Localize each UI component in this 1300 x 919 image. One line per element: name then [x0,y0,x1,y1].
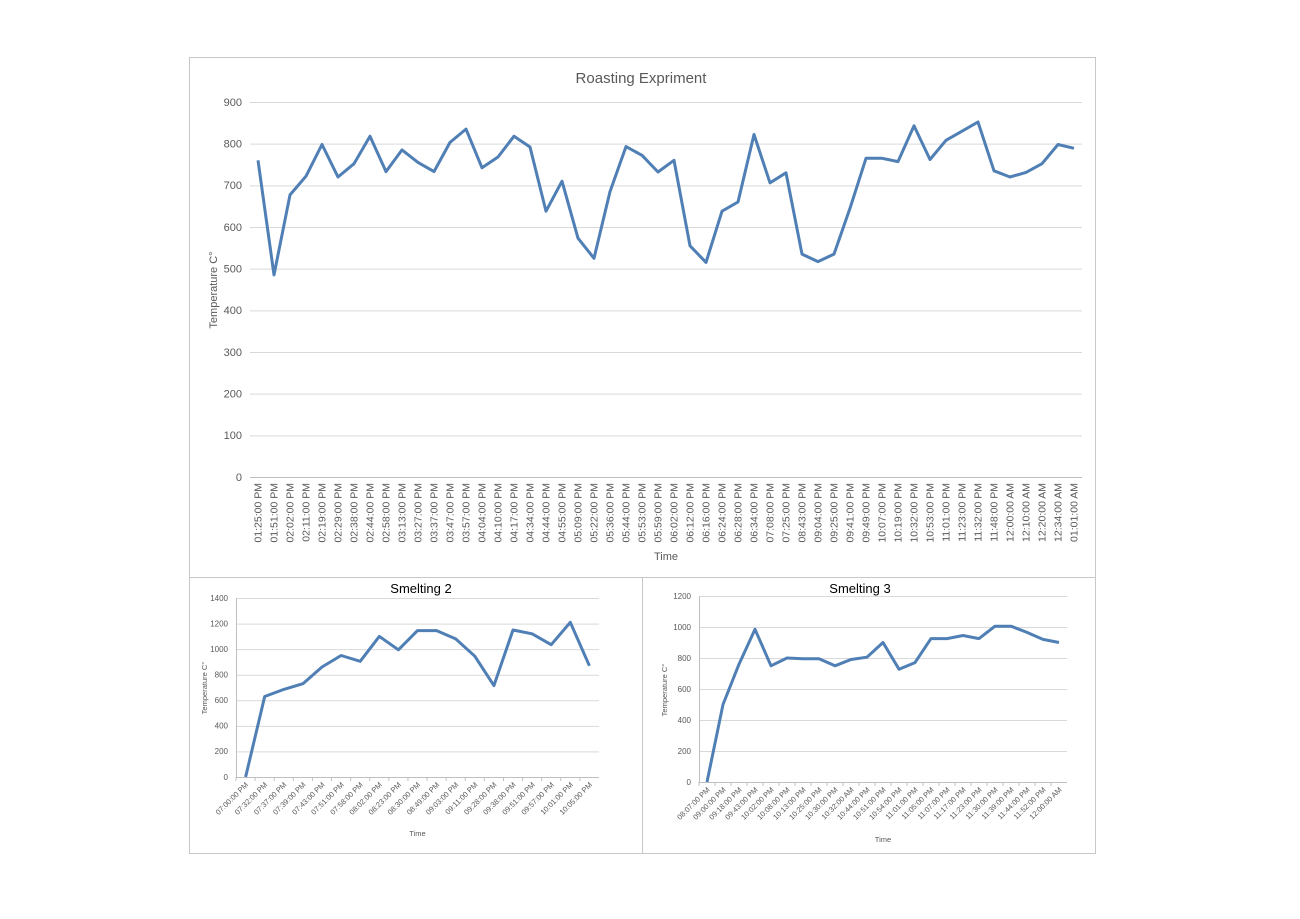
roasting-x-tick-label: 08:43:00 PM [797,483,809,543]
smelting-3-y-axis-title: Temperature C° [660,664,669,717]
smelting-2-y-tick-label: 400 [215,722,229,731]
roasting-x-tick-label: 02:11:00 PM [301,483,313,542]
roasting-x-tick-label: 03:27:00 PM [413,483,425,543]
roasting-x-tick-label: 02:58:00 PM [381,483,393,543]
roasting-y-tick-label: 600 [224,222,242,234]
smelting-3-series-line [705,624,1060,783]
roasting-x-tick-label: 06:12:00 PM [685,483,697,543]
roasting-x-tick-label: 05:44:00 PM [621,483,633,543]
roasting-x-tick-label: 02:19:00 PM [317,483,329,543]
roasting-y-tick-label: 700 [224,180,242,192]
roasting-x-tick-label: 09:49:00 PM [861,483,873,543]
roasting-x-tick-label: 10:07:00 PM [877,483,889,543]
smelting-3-y-tick-label: 400 [678,716,692,725]
roasting-y-axis-title: Temperature C° [208,251,220,328]
roasting-x-tick-label: 05:53:00 PM [637,483,649,543]
roasting-x-tick-label: 05:59:00 PM [653,483,665,543]
smelting-3-y-tick-label: 1000 [673,623,691,632]
roasting-x-tick-label: 03:13:00 PM [397,483,409,543]
roasting-x-tick-label: 07:25:00 PM [781,483,793,543]
roasting-y-tick-label: 300 [224,347,242,359]
roasting-x-tick-label: 10:19:00 PM [893,483,905,543]
roasting-x-tick-label: 03:57:00 PM [461,483,473,543]
smelting-2-y-tick-label: 800 [215,671,229,680]
smelting-3-chart-title: Smelting 3 [829,581,890,596]
roasting-x-tick-label: 06:28:00 PM [733,483,745,543]
roasting-y-tick-label: 900 [224,97,242,109]
roasting-x-tick-label: 06:02:00 PM [669,483,681,543]
roasting-x-tick-label: 09:04:00 PM [813,483,825,543]
roasting-x-tick-label: 01:01:00 AM [1069,483,1081,542]
roasting-x-tick-label: 02:38:00 PM [349,483,361,543]
roasting-x-tick-label: 03:47:00 PM [445,483,457,543]
smelting-3-y-tick-label: 0 [687,778,692,787]
smelting-2-y-tick-label: 1400 [210,594,228,603]
roasting-x-tick-label: 04:44:00 PM [541,483,553,543]
smelting-2-chart-frame [189,577,643,854]
smelting-3-y-tick-label: 200 [678,747,692,756]
smelting-2-x-axis-title: Time [409,829,425,838]
smelting-3-chart-frame [642,577,1096,854]
roasting-x-tick-label: 04:04:00 PM [477,483,489,543]
roasting-y-tick-label: 100 [224,430,242,442]
roasting-x-tick-label: 11:32:00 PM [973,483,985,542]
roasting-x-tick-label: 05:22:00 PM [589,483,601,543]
roasting-x-tick-label: 11:23:00 PM [957,483,969,542]
smelting-2-y-tick-label: 1200 [210,619,228,628]
smelting-2-y-tick-label: 1000 [210,645,228,654]
roasting-x-tick-label: 06:16:00 PM [701,483,713,543]
roasting-x-tick-label: 02:44:00 PM [365,483,377,543]
roasting-y-tick-label: 0 [236,472,242,484]
roasting-x-tick-label: 01:25:00 PM [253,483,265,543]
roasting-x-tick-label: 03:37:00 PM [429,483,441,543]
smelting-2-y-tick-label: 200 [215,747,229,756]
roasting-x-tick-label: 12:34:00 AM [1053,483,1065,542]
roasting-x-tick-label: 09:41:00 PM [845,483,857,543]
roasting-y-tick-label: 500 [224,264,242,276]
roasting-x-tick-label: 10:53:00 PM [925,483,937,543]
roasting-x-tick-label: 07:08:00 PM [765,483,777,543]
roasting-x-tick-label: 05:36:00 PM [605,483,617,543]
smelting-2-series-line [244,620,591,778]
roasting-x-tick-label: 06:24:00 PM [717,483,729,543]
roasting-x-tick-label: 02:29:00 PM [333,483,345,543]
roasting-x-tick-label: 12:00:00 AM [1005,483,1017,542]
roasting-x-tick-label: 01:51:00 PM [269,483,281,543]
roasting-x-tick-label: 11:01:00 PM [941,483,953,542]
roasting-x-tick-label: 06:34:00 PM [749,483,761,543]
roasting-series-line [256,120,1075,277]
smelting-3-y-tick-label: 600 [678,685,692,694]
smelting-2-y-tick-label: 600 [215,696,229,705]
roasting-x-tick-label: 12:10:00 AM [1021,483,1033,542]
roasting-x-tick-label: 11:48:00 PM [989,483,1001,542]
smelting-3-y-tick-label: 1200 [673,592,691,601]
roasting-y-tick-label: 200 [224,389,242,401]
roasting-x-tick-label: 04:55:00 PM [557,483,569,543]
roasting-y-tick-label: 800 [224,139,242,151]
roasting-x-tick-label: 04:17:00 PM [509,483,521,543]
roasting-x-tick-label: 05:09:00 PM [573,483,585,543]
smelting-2-y-tick-label: 0 [224,773,229,782]
roasting-x-tick-label: 02:02:00 PM [285,483,297,543]
roasting-x-tick-label: 10:32:00 PM [909,483,921,543]
smelting-2-chart-title: Smelting 2 [390,581,451,596]
smelting-3-y-tick-label: 800 [678,654,692,663]
roasting-chart-title: Roasting Expriment [576,70,708,87]
roasting-x-tick-label: 09:25:00 PM [829,483,841,543]
roasting-x-tick-label: 04:34:00 PM [525,483,537,543]
smelting-2-y-axis-title: Temperature C° [200,662,209,715]
smelting-3-x-axis-title: Time [875,835,891,844]
roasting-y-tick-label: 400 [224,305,242,317]
roasting-x-tick-label: 12:20:00 AM [1037,483,1049,542]
roasting-x-tick-label: 04:10:00 PM [493,483,505,543]
roasting-x-axis-title: Time [654,551,678,563]
